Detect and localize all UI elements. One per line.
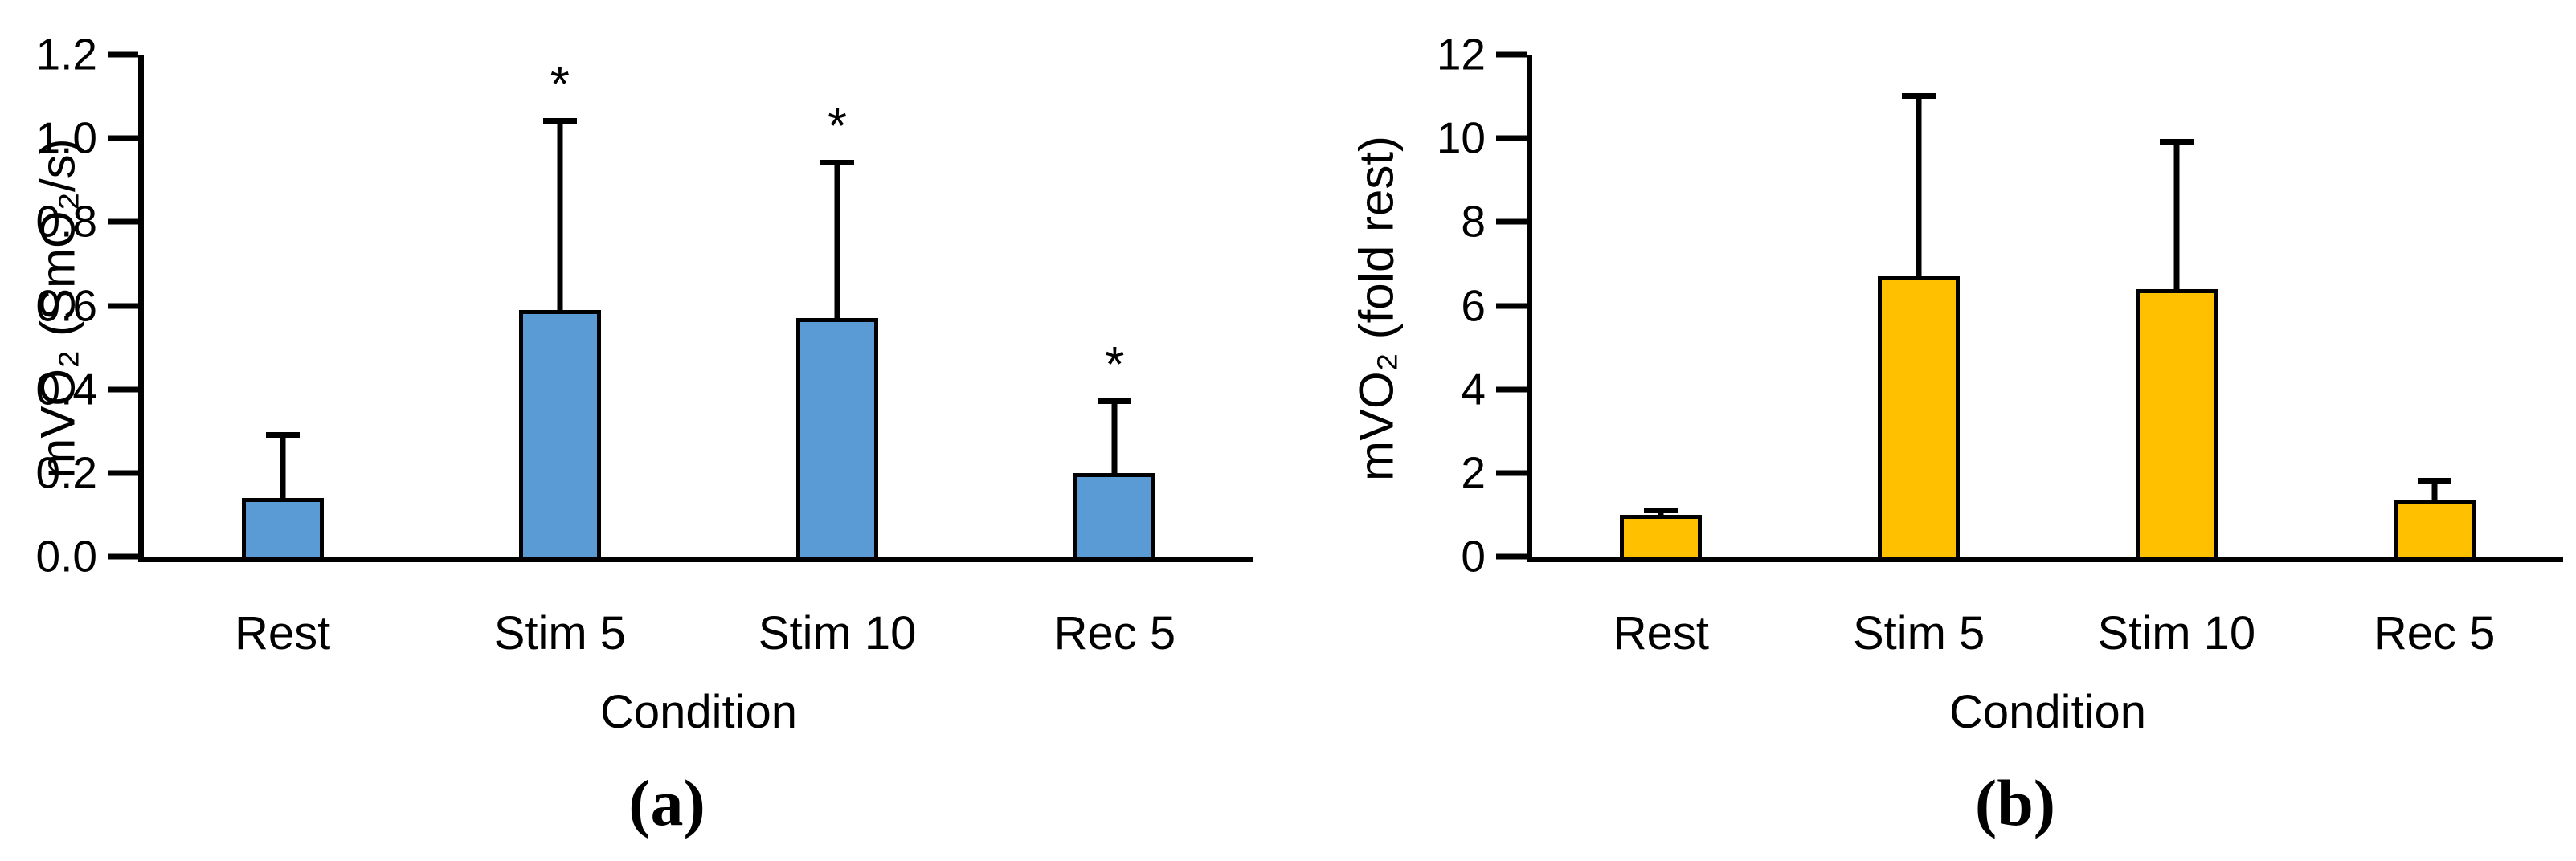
bar-rest xyxy=(241,498,324,557)
panel-a: mVO₂ (SmO₂/s) Condition 0.0 0.2 0.4 0.6 0.8 1… xyxy=(31,32,1253,839)
x-tick-label: Stim 10 xyxy=(758,607,917,659)
error-bar xyxy=(1916,96,1922,277)
y-tick-mark xyxy=(1496,470,1527,476)
y-tick-mark xyxy=(1496,553,1527,560)
error-bar xyxy=(280,435,286,499)
y-tick-mark xyxy=(108,303,138,308)
error-bar xyxy=(2173,142,2180,289)
y-tick-label: 1.2 xyxy=(35,29,97,80)
y-tick-label: 0.0 xyxy=(35,531,97,581)
error-bar xyxy=(834,163,840,319)
panel-b: mVO₂ (fold rest) Condition 0 2 4 6 8 10 12 Rest… xyxy=(1288,0,2576,861)
error-bar-cap xyxy=(1644,507,1678,513)
panel-caption-a: (a) xyxy=(628,766,705,839)
significance-asterisk: * xyxy=(1105,337,1125,394)
y-tick-label: 0.8 xyxy=(35,196,97,247)
x-tick-label: Rec 5 xyxy=(2373,607,2496,659)
y-tick-mark xyxy=(108,218,138,225)
y-tick-mark xyxy=(108,386,138,393)
y-tick-label: 10 xyxy=(1436,112,1486,163)
error-bar-cap xyxy=(820,160,855,166)
y-tick-mark xyxy=(108,470,138,476)
error-bar-cap xyxy=(2159,139,2194,145)
y-tick-label: 12 xyxy=(1436,29,1486,80)
error-bar xyxy=(2431,481,2438,500)
y-tick-mark xyxy=(108,51,138,58)
y-tick-label: 6 xyxy=(1461,280,1486,330)
y-tick-mark xyxy=(1496,386,1527,393)
bar-stim-10 xyxy=(2135,288,2218,557)
error-bar xyxy=(1111,402,1118,473)
plot-area-a: Condition 0.0 0.2 0.4 0.6 0.8 1.0 1.2 Rest * Stim… xyxy=(36,32,1253,738)
x-axis-title: Condition xyxy=(599,686,798,738)
x-tick-label: Stim 10 xyxy=(2097,607,2256,659)
error-bar-cap xyxy=(2417,478,2451,484)
bar-stim-10 xyxy=(796,318,879,557)
y-tick-mark xyxy=(108,553,138,560)
x-tick-label: Rest xyxy=(234,607,331,659)
significance-asterisk: * xyxy=(550,57,570,113)
bar-rec-5 xyxy=(1073,472,1156,557)
error-bar-cap xyxy=(1902,93,1936,100)
x-tick-label: Rest xyxy=(1613,607,1710,659)
y-tick-label: 0.2 xyxy=(35,447,97,498)
y-tick-mark xyxy=(108,135,138,141)
y-tick-label: 0.4 xyxy=(35,364,97,414)
y-tick-label: 8 xyxy=(1461,196,1486,247)
bar-rest xyxy=(1620,514,1703,557)
y-tick-mark xyxy=(1496,218,1527,225)
error-bar xyxy=(557,121,563,310)
x-tick-label: Stim 5 xyxy=(1852,607,1985,659)
x-axis-title: Condition xyxy=(1948,686,2147,738)
y-tick-label: 2 xyxy=(1461,447,1486,498)
y-tick-label: 1.0 xyxy=(35,112,97,163)
y-tick-mark xyxy=(1496,51,1527,58)
y-tick-label: 0 xyxy=(1461,531,1486,581)
x-tick-label: Stim 5 xyxy=(493,607,627,659)
y-tick-mark xyxy=(1496,135,1527,141)
y-tick-label: 0.6 xyxy=(35,280,97,330)
plot-area-b: Condition 0 2 4 6 8 10 12 Rest Stim 5 Stim 10 Rec … xyxy=(1437,32,2563,738)
panel-caption-b: (b) xyxy=(1974,766,2056,839)
error-bar-cap xyxy=(265,431,300,438)
y-axis-title: mVO₂ (fold rest) xyxy=(1349,135,1404,482)
bar-rec-5 xyxy=(2393,499,2476,557)
y-tick-label: 4 xyxy=(1461,364,1486,414)
x-tick-label: Rec 5 xyxy=(1053,607,1176,659)
bar-stim-5 xyxy=(1878,276,1961,557)
y-tick-mark xyxy=(1496,303,1527,308)
error-bar-cap xyxy=(1098,398,1132,405)
error-bar-cap xyxy=(542,118,577,124)
bar-stim-5 xyxy=(518,309,601,557)
significance-asterisk: * xyxy=(828,99,848,155)
